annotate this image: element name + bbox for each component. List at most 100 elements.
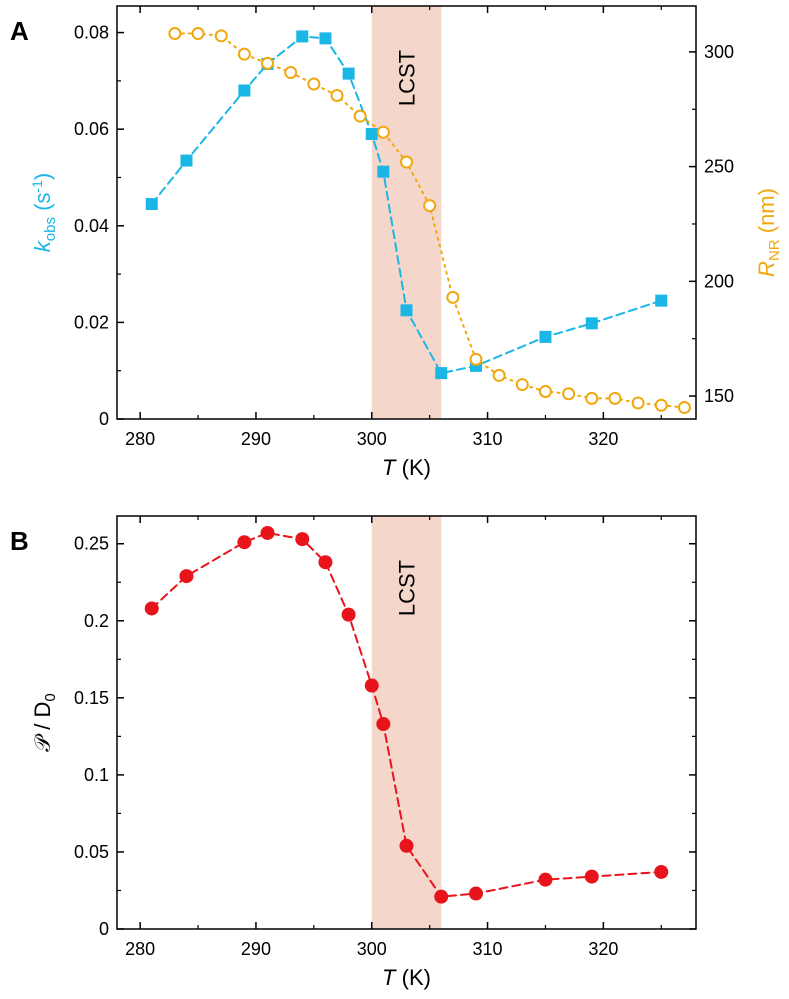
x-tick-label: 280: [125, 429, 155, 449]
data-point: [296, 30, 309, 43]
data-point: [238, 84, 251, 97]
y-right-tick-label: 300: [704, 42, 734, 62]
x-axis-title-var: T: [382, 965, 397, 990]
y-right-axis-title-units: (nm): [754, 188, 779, 239]
y-tick-label: 0.05: [74, 842, 109, 862]
data-point: [584, 869, 599, 884]
lcst-band: [371, 6, 442, 419]
data-point: [237, 535, 252, 550]
lcst-label: LCST: [395, 50, 420, 106]
y-tick-label: 0.15: [74, 688, 109, 708]
y-axis-title-var: k: [30, 240, 55, 252]
y-right-tick-label: 200: [704, 271, 734, 291]
y-axis-title-sub: obs: [42, 217, 59, 241]
data-point: [631, 396, 645, 410]
y-right-axis-title-var: R: [754, 261, 779, 277]
y-axis-title-sub: 0: [42, 693, 59, 701]
data-point: [330, 88, 344, 102]
x-tick-label: 320: [588, 939, 618, 959]
data-point: [515, 378, 529, 392]
x-tick-label: 310: [473, 939, 503, 959]
data-point: [365, 128, 378, 141]
data-point: [168, 27, 182, 41]
data-point: [145, 198, 158, 211]
data-point: [364, 678, 379, 693]
data-point: [468, 886, 483, 901]
data-point: [423, 199, 437, 213]
y-tick-label: 0.04: [74, 216, 109, 236]
data-point: [376, 717, 391, 732]
y-tick-label: 0.2: [84, 611, 109, 631]
data-point: [654, 398, 668, 412]
x-tick-label: 290: [241, 939, 271, 959]
data-point: [376, 125, 390, 139]
x-tick-label: 300: [357, 429, 387, 449]
data-point: [342, 67, 355, 80]
plot-frame: [116, 5, 697, 420]
data-point: [237, 47, 251, 61]
series-r-nr: [168, 27, 691, 415]
data-point: [585, 391, 599, 405]
y-axis-title-close: ): [30, 173, 55, 180]
y-right-tick-label: 150: [704, 386, 734, 406]
data-point: [654, 864, 669, 879]
data-point: [585, 317, 598, 330]
y-axis-title-var: 𝒫 / D: [30, 702, 55, 752]
y-tick-label: 0.08: [74, 23, 109, 43]
data-point: [435, 367, 448, 380]
x-axis-title-units: (K): [396, 455, 431, 480]
x-axis-title: T (K): [382, 965, 431, 990]
data-point: [179, 569, 194, 584]
data-point: [655, 294, 668, 307]
data-point: [295, 532, 310, 547]
data-point: [318, 555, 333, 570]
data-point: [400, 304, 413, 317]
data-point: [191, 27, 205, 41]
y-axis-title-sup: -1: [29, 180, 45, 193]
data-point: [261, 56, 275, 70]
y-tick-label: 0.1: [84, 765, 109, 785]
data-point: [319, 32, 332, 45]
data-point: [353, 109, 367, 123]
y-right-axis-title: RNR (nm): [754, 188, 783, 277]
series-p-d0: [144, 525, 669, 904]
data-point: [180, 154, 193, 167]
y-right-axis-title-sub: NR: [766, 239, 783, 261]
panel-a: LCST 280 290 300 310 320 0 0.02 0.04 0.06 0.08 150 2…: [10, 5, 783, 480]
data-point: [562, 387, 576, 401]
data-point: [677, 401, 691, 415]
data-point: [400, 155, 413, 169]
lcst-label: LCST: [395, 560, 420, 616]
data-point: [399, 838, 414, 853]
panel-label: B: [10, 526, 29, 556]
data-point: [538, 384, 552, 398]
panel-label: A: [10, 16, 29, 46]
data-point: [377, 165, 390, 178]
data-point: [539, 330, 552, 343]
x-axis-title-units: (K): [396, 965, 431, 990]
x-tick-label: 290: [241, 429, 271, 449]
panel-b: LCST 280 290 300 310 320 0 0.05 0.1 0.15 0.2 0.25 B T…: [10, 515, 697, 990]
plot-frame: [116, 515, 697, 930]
data-point: [492, 368, 506, 382]
x-axis-title-var: T: [382, 455, 397, 480]
data-point: [144, 601, 159, 616]
data-point: [284, 66, 298, 80]
y-axis-title-units: (s: [30, 193, 55, 217]
data-point: [260, 525, 275, 540]
data-point: [538, 872, 553, 887]
y-tick-label: 0: [99, 409, 109, 429]
x-tick-label: 310: [473, 429, 503, 449]
y-tick-label: 0: [99, 919, 109, 939]
x-tick-label: 320: [588, 429, 618, 449]
y-right-tick-label: 250: [704, 157, 734, 177]
data-point: [434, 889, 449, 904]
data-point: [469, 352, 483, 366]
data-point: [307, 77, 321, 91]
data-point: [608, 391, 622, 405]
x-tick-label: 300: [357, 939, 387, 959]
y-tick-label: 0.06: [74, 119, 109, 139]
x-tick-label: 280: [125, 939, 155, 959]
y-axis-title: 𝒫 / D0: [30, 693, 59, 751]
